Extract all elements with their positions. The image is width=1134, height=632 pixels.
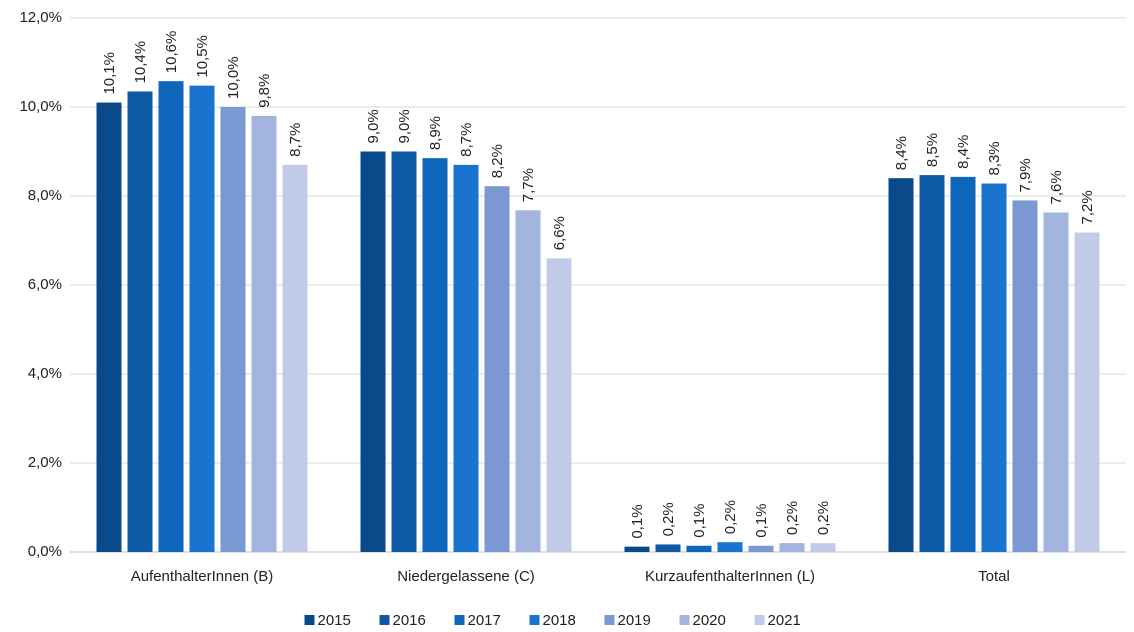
bar xyxy=(981,183,1007,553)
bar xyxy=(360,151,386,552)
legend-swatch xyxy=(679,615,690,625)
y-tick-label: 4,0% xyxy=(28,365,62,382)
legend-swatch xyxy=(529,615,540,625)
legend-swatch xyxy=(454,615,465,625)
data-label: 0,2% xyxy=(722,500,739,534)
data-label: 8,5% xyxy=(924,133,941,167)
bar xyxy=(888,178,914,552)
legend-label: 2019 xyxy=(618,612,651,629)
legend-label: 2017 xyxy=(468,612,501,629)
bar xyxy=(515,210,541,553)
data-label: 10,5% xyxy=(194,35,211,78)
bar xyxy=(220,107,246,552)
y-tick-label: 8,0% xyxy=(28,187,62,204)
bar xyxy=(748,545,774,552)
data-label: 8,4% xyxy=(893,136,910,170)
x-tick-label: Total xyxy=(978,568,1010,585)
data-label: 7,7% xyxy=(520,168,537,202)
bar xyxy=(1074,232,1100,553)
bar xyxy=(189,85,215,552)
bar xyxy=(127,91,153,553)
data-label: 6,6% xyxy=(551,216,568,250)
data-label: 8,7% xyxy=(458,123,475,157)
bar xyxy=(655,544,681,552)
x-tick-label: Niedergelassene (C) xyxy=(397,568,535,585)
data-label: 8,9% xyxy=(427,116,444,150)
bar xyxy=(810,543,836,552)
y-tick-label: 12,0% xyxy=(19,9,62,26)
data-label: 10,0% xyxy=(225,56,242,99)
bar xyxy=(391,151,417,552)
bar xyxy=(453,164,479,552)
y-tick-label: 2,0% xyxy=(28,454,62,471)
legend-swatch xyxy=(604,615,615,625)
bar xyxy=(96,102,122,553)
data-label: 10,4% xyxy=(132,41,149,84)
data-label: 10,1% xyxy=(101,52,118,95)
bar xyxy=(1012,200,1038,552)
bar xyxy=(919,175,945,552)
bar xyxy=(484,186,510,552)
data-label: 8,7% xyxy=(287,123,304,157)
bar xyxy=(950,176,976,553)
legend-swatch xyxy=(304,615,315,625)
data-label: 9,8% xyxy=(256,74,273,108)
data-label: 0,2% xyxy=(660,502,677,536)
legend-label: 2018 xyxy=(543,612,576,629)
data-label: 0,2% xyxy=(815,501,832,535)
legend-swatch xyxy=(754,615,765,625)
data-label: 9,0% xyxy=(365,109,382,143)
data-label: 0,1% xyxy=(753,504,770,538)
data-label: 7,2% xyxy=(1079,190,1096,224)
bar xyxy=(779,543,805,552)
bar xyxy=(158,81,184,552)
legend-label: 2020 xyxy=(693,612,726,629)
data-label: 0,1% xyxy=(629,504,646,538)
bar xyxy=(1043,212,1069,552)
y-tick-label: 6,0% xyxy=(28,276,62,293)
bar xyxy=(282,164,308,552)
bar xyxy=(624,546,650,552)
bar xyxy=(251,115,277,553)
bar xyxy=(717,542,743,552)
data-label: 8,2% xyxy=(489,144,506,178)
bar xyxy=(686,545,712,552)
data-label: 7,6% xyxy=(1048,170,1065,204)
bar xyxy=(546,258,572,552)
legend-swatch xyxy=(379,615,390,625)
legend-label: 2016 xyxy=(393,612,426,629)
data-label: 7,9% xyxy=(1017,158,1034,192)
legend-label: 2021 xyxy=(768,612,801,629)
data-label: 10,6% xyxy=(163,31,180,74)
bar xyxy=(422,158,448,553)
y-tick-label: 0,0% xyxy=(28,543,62,560)
data-label: 9,0% xyxy=(396,109,413,143)
x-tick-label: KurzaufenthalterInnen (L) xyxy=(645,568,815,585)
data-label: 8,3% xyxy=(986,141,1003,175)
data-label: 8,4% xyxy=(955,135,972,169)
x-tick-label: AufenthalterInnen (B) xyxy=(131,568,274,585)
data-label: 0,1% xyxy=(691,504,708,538)
y-tick-label: 10,0% xyxy=(19,98,62,115)
legend-label: 2015 xyxy=(318,612,351,629)
data-label: 0,2% xyxy=(784,501,801,535)
